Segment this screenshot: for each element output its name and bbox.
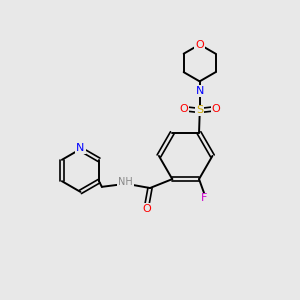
Text: N: N xyxy=(76,143,85,154)
Text: O: O xyxy=(195,40,204,50)
Text: O: O xyxy=(143,204,152,214)
Text: F: F xyxy=(201,194,208,203)
Text: S: S xyxy=(196,106,203,116)
Text: O: O xyxy=(212,104,220,114)
Text: N: N xyxy=(195,86,204,96)
Text: O: O xyxy=(179,104,188,114)
Text: NH: NH xyxy=(118,177,133,187)
